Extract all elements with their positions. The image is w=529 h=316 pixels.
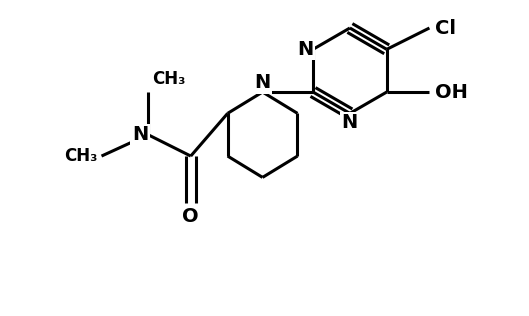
Text: N: N: [342, 113, 358, 132]
Text: OH: OH: [435, 82, 468, 101]
Text: O: O: [183, 207, 199, 226]
Text: N: N: [254, 73, 271, 92]
Text: CH₃: CH₃: [64, 147, 98, 165]
Text: Cl: Cl: [435, 19, 456, 38]
Text: N: N: [132, 125, 148, 144]
Text: CH₃: CH₃: [152, 70, 185, 88]
Text: N: N: [297, 40, 313, 59]
